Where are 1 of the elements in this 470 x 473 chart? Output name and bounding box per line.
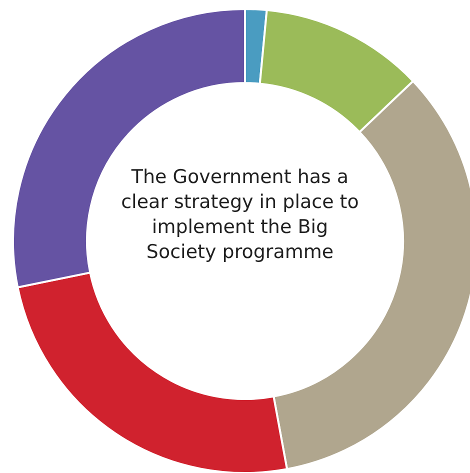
text: The Government has a clear strategy in place to implement the Big Society programme bbox=[120, 165, 360, 265]
